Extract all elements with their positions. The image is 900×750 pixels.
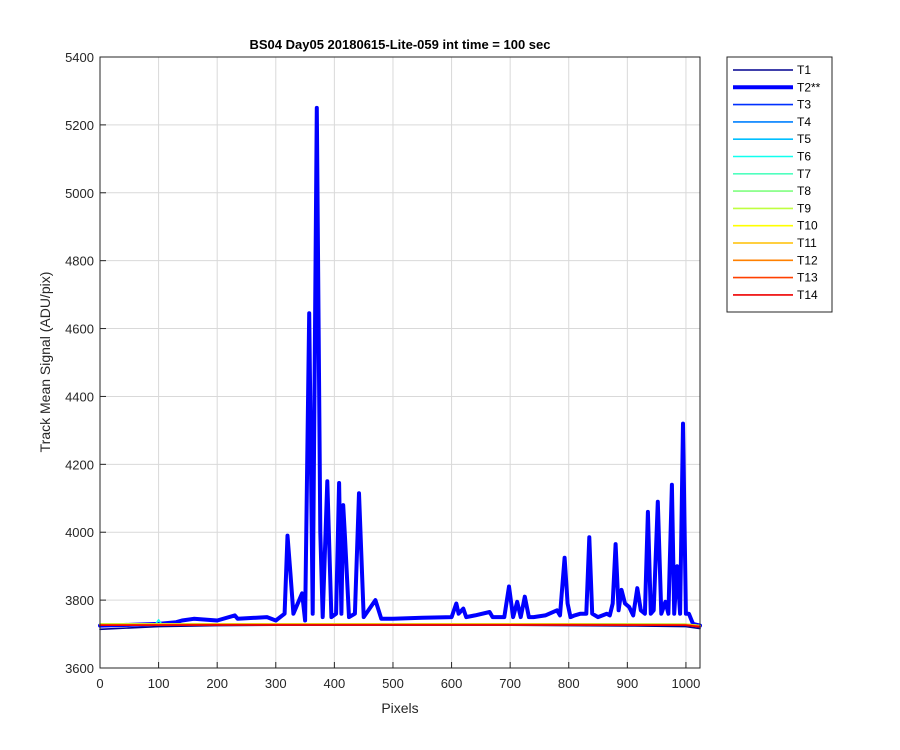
- x-tick-label: 600: [441, 676, 463, 691]
- x-axis-label: Pixels: [381, 700, 418, 716]
- plot-area: [100, 57, 700, 668]
- x-tick-label: 700: [499, 676, 521, 691]
- series-line-t2: [98, 105, 702, 628]
- legend-label: T5: [797, 132, 811, 146]
- legend-label: T4: [797, 115, 811, 129]
- legend-label: T6: [797, 150, 811, 164]
- y-tick-label: 5000: [65, 186, 94, 201]
- x-tick-label: 0: [96, 676, 103, 691]
- legend-label: T11: [797, 236, 817, 250]
- y-tick-label: 5400: [65, 50, 94, 65]
- x-tick-label: 200: [206, 676, 228, 691]
- legend-label: T2**: [797, 80, 821, 94]
- x-tick-label: 500: [382, 676, 404, 691]
- legend-box: [726, 56, 833, 313]
- y-tick-label: 4800: [65, 254, 94, 269]
- x-axis: 0 100 200 300 400 500 600 700 800 900 1000: [96, 662, 700, 691]
- y-tick-label: 5200: [65, 118, 94, 133]
- y-axis-label: Track Mean Signal (ADU/pix): [37, 272, 53, 453]
- x-tick-label: 300: [265, 676, 287, 691]
- y-axis: 3600 3800 4000 4200 4400 4600 4800 5000 5200 5400: [65, 50, 106, 676]
- x-tick-label: 800: [558, 676, 580, 691]
- legend-label: T10: [797, 219, 818, 233]
- y-tick-label: 3600: [65, 661, 94, 676]
- x-tick-label: 400: [324, 676, 346, 691]
- y-tick-label: 4000: [65, 525, 94, 540]
- legend: T1 T2** T3 T4 T5 T6 T7 T8 T9 T10 T11 T12 T13 T14: [726, 56, 833, 313]
- y-tick-label: 4200: [65, 457, 94, 472]
- y-tick-label: 4600: [65, 322, 94, 337]
- y-tick-label: 3800: [65, 593, 94, 608]
- x-tick-label: 100: [148, 676, 170, 691]
- x-tick-label: 1000: [671, 676, 700, 691]
- legend-label: T3: [797, 98, 811, 112]
- plot-frame: [99, 56, 701, 669]
- series-layer: [98, 105, 702, 631]
- x-tick-label: 900: [616, 676, 638, 691]
- legend-label: T7: [797, 167, 811, 181]
- legend-label: T8: [797, 184, 811, 198]
- legend-label: T12: [797, 253, 818, 267]
- legend-label: T13: [797, 271, 818, 285]
- legend-label: T1: [797, 63, 811, 77]
- legend-label: T14: [797, 288, 818, 302]
- chart-title: BS04 Day05 20180615-Lite-059 int time = …: [250, 37, 551, 52]
- series-line-t14: [99, 624, 701, 628]
- legend-label: T9: [797, 201, 811, 215]
- y-tick-label: 4400: [65, 389, 94, 404]
